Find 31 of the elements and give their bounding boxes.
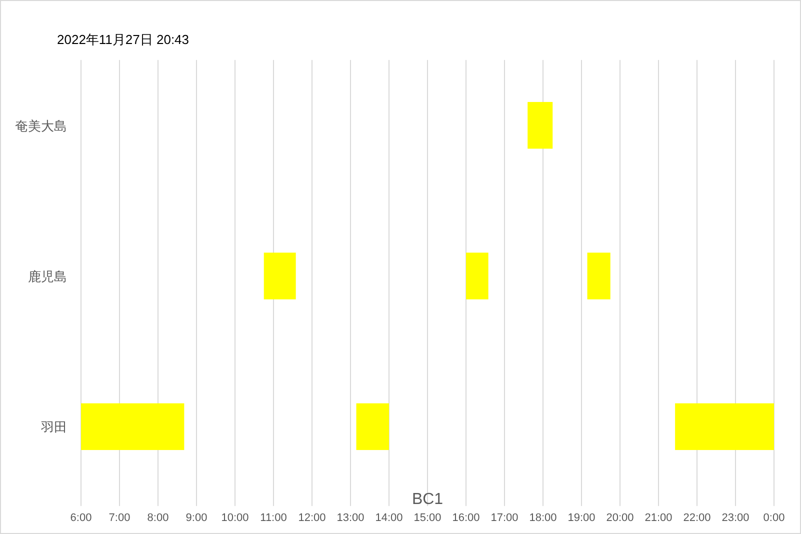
x-tick-label: 16:00	[452, 512, 480, 524]
x-tick-label: 12:00	[298, 512, 326, 524]
x-tick-label: 8:00	[147, 512, 169, 524]
x-tick-label: 20:00	[606, 512, 634, 524]
bar	[356, 403, 389, 450]
bar	[675, 403, 774, 450]
x-tick-label: 11:00	[260, 512, 287, 524]
chart-title: 2022年11月27日 20:43	[57, 32, 190, 47]
x-tick-label: 15:00	[414, 512, 442, 524]
bar	[587, 252, 610, 300]
x-axis-title: BC1	[412, 491, 444, 508]
x-tick-label: 18:00	[529, 512, 557, 524]
bar	[264, 252, 296, 300]
x-tick-label: 21:00	[644, 512, 672, 524]
y-tick-label: 鹿児島	[28, 269, 67, 284]
x-tick-label: 19:00	[568, 512, 596, 524]
x-tick-label: 6:00	[70, 512, 92, 524]
bar	[466, 252, 488, 300]
x-tick-label: 14:00	[375, 512, 403, 524]
x-tick-label: 9:00	[186, 512, 208, 524]
x-tick-label: 10:00	[221, 512, 249, 524]
x-tick-label: 0:00	[763, 512, 785, 524]
x-tick-label: 7:00	[108, 512, 130, 524]
x-tick-label: 17:00	[490, 512, 518, 524]
x-tick-label: 23:00	[722, 512, 750, 524]
x-tick-label: 22:00	[683, 512, 711, 524]
bar	[81, 403, 184, 450]
bar	[528, 102, 553, 149]
x-tick-label: 13:00	[336, 512, 364, 524]
y-tick-label: 羽田	[40, 420, 67, 435]
y-tick-label: 奄美大島	[15, 118, 67, 134]
